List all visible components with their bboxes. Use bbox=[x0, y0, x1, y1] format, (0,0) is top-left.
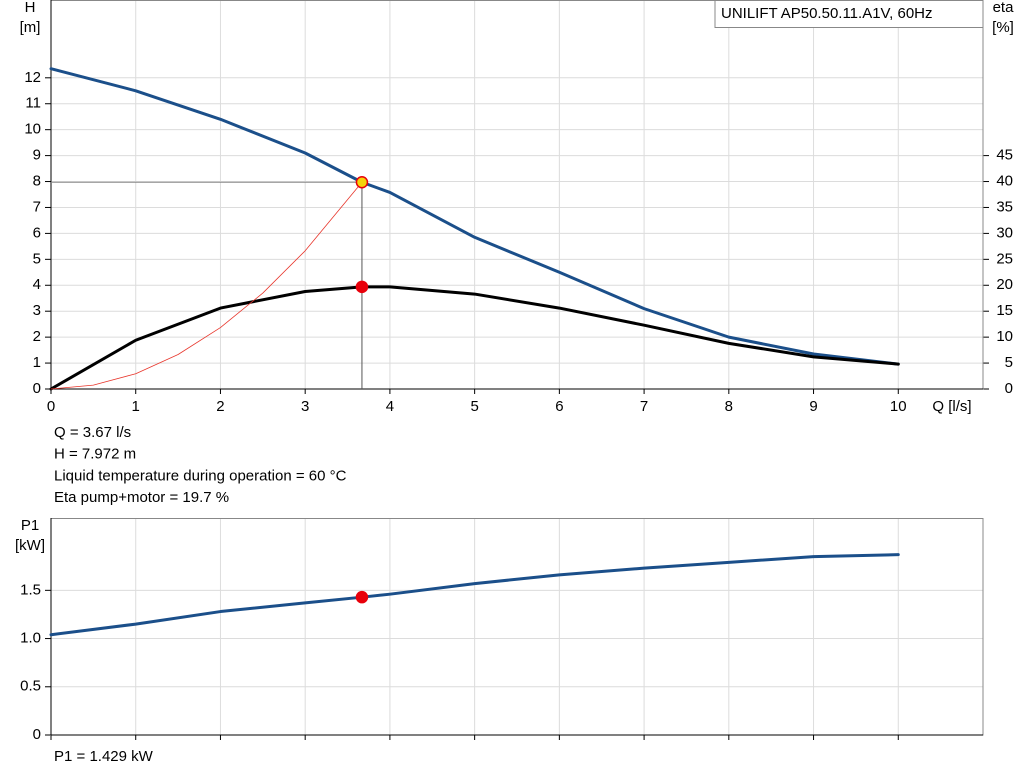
y-tick-label: 5 bbox=[33, 250, 41, 267]
y-axis-label: [kW] bbox=[15, 537, 45, 554]
operating-point bbox=[355, 176, 369, 189]
plot-frame bbox=[50, 518, 984, 736]
y-tick-label: 11 bbox=[25, 95, 41, 112]
x-tick-label: 9 bbox=[809, 398, 817, 415]
operating-point bbox=[355, 590, 369, 604]
y-tick-label: 6 bbox=[33, 224, 41, 241]
y-axis-label: P1 bbox=[21, 517, 39, 534]
x-tick-label: 8 bbox=[725, 398, 733, 415]
y-tick-label: 12 bbox=[24, 69, 41, 86]
y-tick-label: 1.0 bbox=[20, 630, 41, 647]
y-tick-label: 0.5 bbox=[20, 678, 41, 695]
x-tick-label: 5 bbox=[470, 398, 478, 415]
y-tick-label: 0 bbox=[33, 380, 41, 397]
y2-tick-label: 15 bbox=[996, 302, 1013, 319]
annotation: P1 = 1.429 kW bbox=[54, 748, 154, 765]
title-box bbox=[714, 0, 984, 28]
y2-tick-label: 45 bbox=[996, 147, 1013, 164]
y-tick-label: 4 bbox=[33, 276, 41, 293]
x-tick-label: 10 bbox=[890, 398, 907, 415]
y-axis-label: H bbox=[25, 0, 36, 16]
annotation: Eta pump+motor = 19.7 % bbox=[54, 489, 229, 506]
y-tick-label: 8 bbox=[33, 173, 41, 190]
y-tick-label: 2 bbox=[33, 328, 41, 345]
x-tick-label: 1 bbox=[132, 398, 140, 415]
operating-point bbox=[355, 280, 369, 294]
x-axis-label: Q [l/s] bbox=[932, 398, 971, 415]
annotation: H = 7.972 m bbox=[54, 446, 136, 463]
y-tick-label: 10 bbox=[24, 121, 41, 138]
y2-tick-label: 30 bbox=[996, 224, 1013, 241]
x-tick-label: 3 bbox=[301, 398, 309, 415]
y2-axis-label: eta bbox=[993, 0, 1015, 16]
y2-tick-label: 0 bbox=[1005, 380, 1013, 397]
y2-tick-label: 10 bbox=[996, 328, 1013, 345]
annotation: Q = 3.67 l/s bbox=[54, 424, 131, 441]
y-axis-label: [m] bbox=[20, 19, 41, 36]
y-tick-label: 7 bbox=[33, 198, 41, 215]
y2-tick-label: 5 bbox=[1005, 354, 1013, 371]
x-tick-label: 0 bbox=[47, 398, 55, 415]
x-tick-label: 6 bbox=[555, 398, 563, 415]
x-tick-label: 4 bbox=[386, 398, 394, 415]
y-tick-label: 9 bbox=[33, 147, 41, 164]
x-tick-label: 7 bbox=[640, 398, 648, 415]
curve bbox=[50, 181, 363, 390]
y2-tick-label: 25 bbox=[996, 250, 1013, 267]
y-tick-label: 1 bbox=[33, 354, 41, 371]
x-tick-label: 2 bbox=[216, 398, 224, 415]
annotation: Liquid temperature during operation = 60… bbox=[54, 467, 347, 484]
y2-tick-label: 40 bbox=[996, 173, 1013, 190]
y2-tick-label: 35 bbox=[996, 198, 1013, 215]
curve bbox=[49, 67, 900, 366]
y2-axis-label: [%] bbox=[992, 19, 1014, 36]
y-tick-label: 0 bbox=[33, 726, 41, 743]
chart-title: UNILIFT AP50.50.11.A1V, 60Hz bbox=[721, 5, 933, 22]
y2-tick-label: 20 bbox=[996, 276, 1013, 293]
y-tick-label: 3 bbox=[33, 302, 41, 319]
curve bbox=[49, 553, 900, 637]
curve bbox=[49, 285, 900, 391]
y-tick-label: 1.5 bbox=[20, 581, 41, 598]
plot-frame bbox=[50, 0, 984, 390]
